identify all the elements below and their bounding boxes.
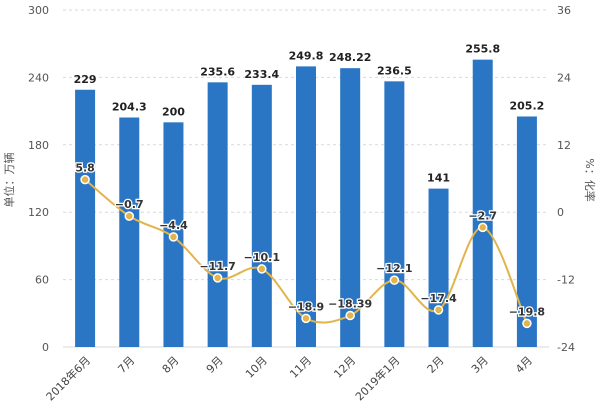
bar-value-label: 236.5 (377, 64, 412, 77)
bar-value-label: 255.8 (465, 43, 500, 56)
right-tick-label: -24 (557, 341, 575, 354)
x-tick-label: 12月 (331, 354, 358, 381)
bar-value-labels: 229 204.3 200 235.6 233.4 249.8 248.22 236.5 141… (74, 43, 545, 185)
x-tick-label: 9月 (204, 354, 226, 376)
bar-value-label: 141 (427, 172, 450, 185)
line-point (389, 275, 400, 285)
x-tick-label: 10月 (243, 354, 270, 381)
line-point (433, 305, 444, 315)
line-point (168, 232, 179, 242)
right-tick-label: 36 (557, 4, 571, 17)
x-tick-label: 2月 (425, 354, 447, 376)
line-series (80, 174, 532, 329)
bar-value-label: 233.4 (244, 68, 279, 81)
right-axis-title: %：化率 (583, 158, 597, 201)
left-tick-label: 60 (35, 274, 49, 287)
x-tick-label: 7月 (115, 354, 137, 376)
left-tick-label: 240 (28, 71, 49, 84)
bar-value-label: 248.22 (329, 51, 371, 64)
bar-value-label: 249.8 (289, 49, 324, 62)
bar (296, 66, 316, 348)
bar-value-label: 235.6 (200, 65, 235, 78)
right-tick-label: 24 (557, 71, 571, 84)
x-tick-label: 2018年6月 (43, 353, 93, 403)
line-value-label: −4.4 (159, 219, 188, 232)
left-tick-label: 0 (42, 341, 49, 354)
x-tick-label: 11月 (287, 354, 314, 381)
line-value-label: −11.7 (199, 260, 235, 273)
left-axis-ticks: 0 60 120 180 240 300 (28, 4, 49, 354)
line-value-label: −10.1 (244, 251, 280, 264)
line-value-label: −18.9 (288, 300, 324, 313)
line-value-label: −12.1 (376, 262, 412, 275)
left-tick-label: 300 (28, 4, 49, 17)
bar (207, 82, 228, 348)
x-tick-label: 8月 (160, 354, 182, 376)
right-axis-ticks: -24 -12 0 12 24 36 (557, 4, 575, 354)
bar (119, 117, 140, 348)
bar-value-label: 204.3 (112, 101, 147, 114)
x-tick-label: 2019年1月 (352, 353, 402, 403)
line-value-labels: 5.8 −0.7 −4.4 −11.7 −10.1 −18.9 −18.39 −12.1 −17… (74, 160, 546, 319)
line-point (124, 211, 135, 221)
bar-value-label: 205.2 (510, 99, 545, 112)
bar (428, 188, 449, 347)
line-point (522, 318, 532, 329)
bar (472, 59, 493, 347)
bar-value-label: 229 (74, 73, 97, 86)
line-point (345, 310, 355, 321)
line-point (257, 264, 267, 274)
line-value-label: −2.7 (468, 209, 497, 222)
x-tick-label: 3月 (469, 354, 491, 376)
line-point (477, 222, 488, 233)
left-tick-label: 180 (28, 139, 49, 152)
series-line (84, 178, 528, 324)
line-value-label: 5.8 (75, 162, 95, 175)
bar-value-label: 200 (162, 105, 185, 118)
left-axis-title: 单位：万辆 (2, 153, 16, 208)
bar (75, 89, 96, 348)
bar (251, 84, 272, 348)
bar (516, 116, 537, 347)
bar (384, 81, 405, 347)
line-value-label: −0.7 (115, 198, 144, 211)
line-point (80, 174, 90, 185)
bar (340, 68, 361, 347)
line-point (212, 273, 223, 283)
line-point (301, 313, 311, 324)
line-value-label: −18.39 (328, 297, 372, 310)
right-tick-label: -12 (557, 274, 575, 287)
line-value-label: −17.4 (420, 292, 457, 305)
line-value-label: −19.8 (509, 305, 545, 318)
x-tick-label: 4月 (513, 354, 535, 376)
right-tick-label: 0 (557, 206, 564, 219)
left-tick-label: 120 (28, 206, 49, 219)
right-tick-label: 12 (557, 139, 571, 152)
